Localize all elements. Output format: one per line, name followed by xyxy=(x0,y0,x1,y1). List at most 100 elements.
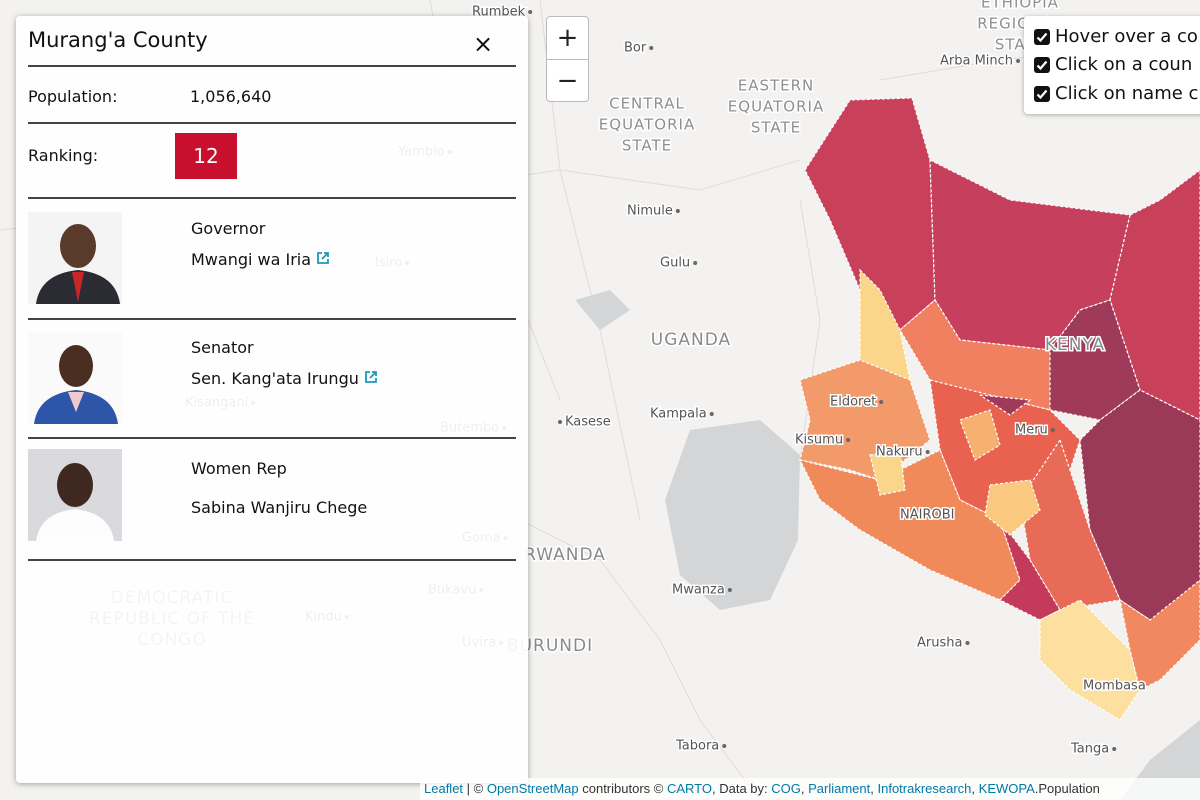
lake-kyoga xyxy=(575,290,630,330)
divider xyxy=(28,437,516,439)
city-dot xyxy=(965,641,970,645)
senator-photo xyxy=(28,332,122,424)
attribution-text: , xyxy=(800,781,809,796)
county[interactable] xyxy=(869,449,906,496)
official-name: Sabina Wanjiru Chege xyxy=(191,498,368,517)
divider xyxy=(28,559,516,561)
city-label: Mwanza xyxy=(672,583,725,598)
city-label: Kisumu xyxy=(795,433,843,448)
divider xyxy=(28,65,516,67)
city-label: Tabora xyxy=(675,739,719,754)
country-label: RWANDA xyxy=(524,545,606,565)
city-label: Mombasa xyxy=(1083,679,1146,694)
region-label: EQUATORIA xyxy=(599,116,695,134)
attribution-text: , Data by: xyxy=(712,781,772,796)
checkbox[interactable] xyxy=(1034,85,1050,102)
option-label: Click on name c xyxy=(1055,83,1199,104)
attribution-link[interactable]: Leaflet xyxy=(424,781,464,796)
attribution-text: , xyxy=(870,781,878,796)
zoom-control: + − xyxy=(546,16,589,102)
attribution-link[interactable]: Infotrakresearch xyxy=(877,781,972,796)
official-link[interactable]: Sen. Kang'ata Irungu xyxy=(191,369,378,388)
city-dot xyxy=(693,261,698,265)
option[interactable]: Click on name c xyxy=(1034,83,1198,104)
region-label: EASTERN xyxy=(738,77,815,95)
city-dot xyxy=(1050,428,1055,432)
attribution: Leaflet | © OpenStreetMap contributors ©… xyxy=(420,778,1200,800)
attribution-text: contributors © xyxy=(578,781,667,796)
city-dot xyxy=(925,450,930,454)
county-panel: Murang'a County × Population: 1,056,640 … xyxy=(16,16,528,783)
city-dot xyxy=(1016,59,1021,63)
county[interactable] xyxy=(984,479,1041,536)
option[interactable]: Click on a coun xyxy=(1034,54,1192,75)
region-label: STATE xyxy=(622,137,672,155)
attribution-link[interactable]: COG xyxy=(771,781,801,796)
city-dot xyxy=(528,10,533,14)
city-label: Kampala xyxy=(650,407,707,422)
city-label: Eldoret xyxy=(830,395,876,410)
county[interactable] xyxy=(1039,599,1141,721)
attribution-text: .Population xyxy=(1034,781,1100,796)
option-label: Hover over a co xyxy=(1055,26,1198,47)
city-label: Kasese xyxy=(565,415,611,430)
external-link-icon xyxy=(365,371,377,383)
divider xyxy=(28,318,516,320)
attribution-text: , xyxy=(971,781,979,796)
city-label: Nimule xyxy=(627,204,673,219)
region-label: STATE xyxy=(751,119,801,137)
county[interactable] xyxy=(959,409,1001,461)
city-dot xyxy=(846,438,851,442)
city-dot xyxy=(558,420,562,424)
checkbox[interactable] xyxy=(1034,28,1050,45)
zoom-out[interactable]: − xyxy=(556,66,579,96)
zoom-in[interactable]: + xyxy=(547,17,588,60)
region-label: EQUATORIA xyxy=(728,98,824,116)
official-name[interactable]: Mwangi wa Iria xyxy=(191,250,312,269)
panel-title: Murang'a County xyxy=(28,28,208,52)
city-label: NAIROBI xyxy=(900,508,954,523)
close-button[interactable]: × xyxy=(473,30,494,58)
city-label: Arba Minch xyxy=(940,54,1013,69)
kenya-counties[interactable] xyxy=(798,97,1200,721)
women-rep-photo xyxy=(28,449,122,541)
city-dot xyxy=(727,588,732,592)
attribution-link[interactable]: KEWOPA xyxy=(978,781,1035,796)
option[interactable]: Hover over a co xyxy=(1034,26,1198,47)
city-label: Bor xyxy=(624,41,647,56)
attribution-link[interactable]: CARTO xyxy=(666,781,712,796)
divider xyxy=(28,122,516,124)
attribution-text: | © xyxy=(463,781,487,796)
country-label: KENYA xyxy=(1045,335,1105,355)
attribution-link[interactable]: OpenStreetMap xyxy=(486,781,579,796)
population-value: 1,056,640 xyxy=(190,87,272,106)
official-link[interactable]: Mwangi wa Iria xyxy=(191,250,330,269)
city-label: Gulu xyxy=(660,256,690,271)
divider xyxy=(28,197,516,199)
county[interactable] xyxy=(799,359,931,481)
country-label: UGANDA xyxy=(651,330,731,350)
city-dot xyxy=(879,400,884,404)
city-dot xyxy=(675,209,680,213)
official-role: Senator xyxy=(191,338,254,357)
official-role: Governor xyxy=(191,219,266,238)
city-dot xyxy=(1112,747,1117,751)
options-box: Hover over a co Click on a coun Click on n… xyxy=(1024,16,1200,114)
county[interactable] xyxy=(1119,579,1200,691)
county[interactable] xyxy=(979,394,1032,416)
option-label: Click on a coun xyxy=(1055,54,1193,75)
city-dot xyxy=(722,744,727,748)
city-label: Arusha xyxy=(917,636,962,651)
ranking-label: Ranking: xyxy=(28,146,99,165)
official-name[interactable]: Sen. Kang'ata Irungu xyxy=(191,369,359,388)
population-label: Population: xyxy=(28,87,118,106)
county[interactable] xyxy=(804,97,936,331)
external-link-icon xyxy=(317,252,330,264)
governor-photo xyxy=(28,212,122,304)
attribution-link[interactable]: Parliament xyxy=(808,781,871,796)
ranking-value: 12 xyxy=(175,133,237,179)
city-dot xyxy=(649,46,654,50)
city-dot xyxy=(709,412,714,416)
checkbox[interactable] xyxy=(1034,56,1050,73)
